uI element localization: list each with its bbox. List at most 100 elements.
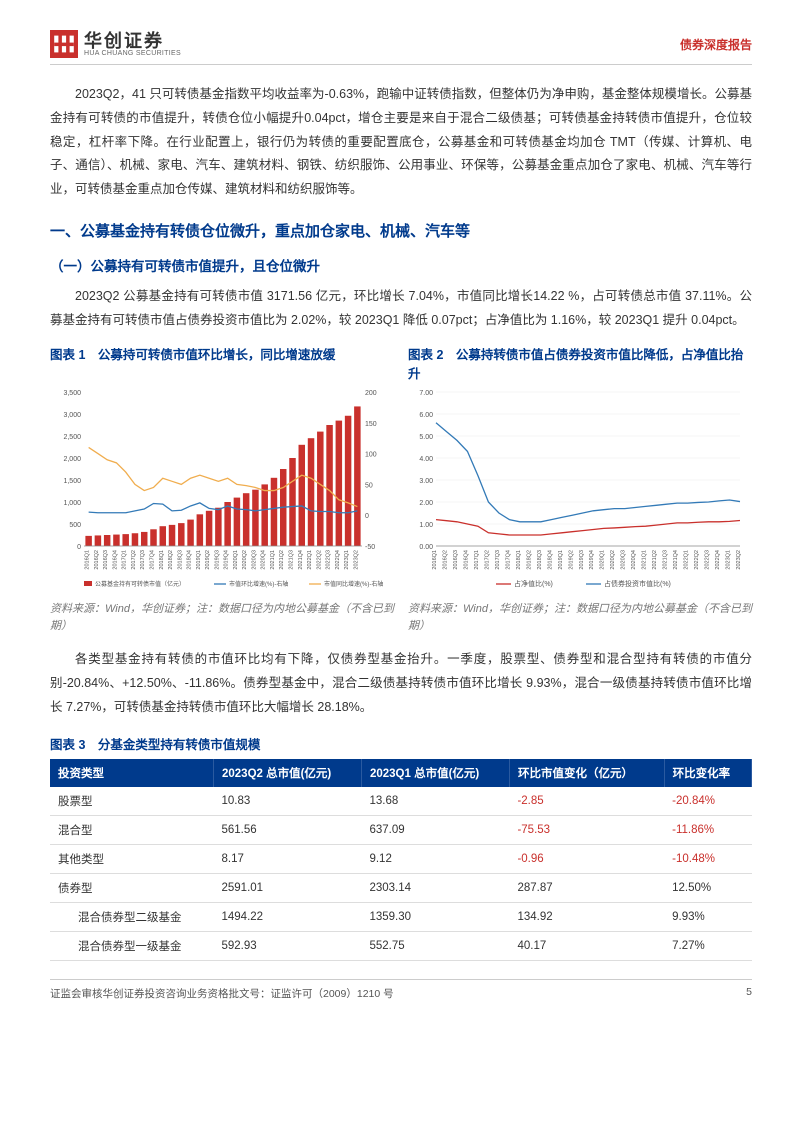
table-cell: -11.86% (664, 815, 751, 844)
svg-text:5.00: 5.00 (419, 434, 433, 441)
table-cell: 10.83 (213, 787, 361, 816)
svg-text:2018Q3: 2018Q3 (177, 550, 183, 570)
table-row: 债券型2591.012303.14287.8712.50% (50, 873, 752, 902)
svg-text:2017Q1: 2017Q1 (474, 550, 480, 570)
table-cell: -10.48% (664, 844, 751, 873)
table-row: 混合债券型一级基金592.93552.7540.177.27% (50, 931, 752, 960)
svg-text:2020Q3: 2020Q3 (251, 550, 257, 570)
table-cell: 8.17 (213, 844, 361, 873)
fig2-title: 图表 2 公募持转债市值占债券投资市值比降低，占净值比抬升 (408, 346, 752, 384)
svg-text:2021Q4: 2021Q4 (673, 550, 679, 570)
svg-text:2020Q1: 2020Q1 (233, 550, 239, 570)
svg-text:7.00: 7.00 (419, 390, 433, 397)
table-cell: 混合债券型一级基金 (50, 931, 213, 960)
table-cell: 13.68 (361, 787, 509, 816)
table-cell: 9.93% (664, 902, 751, 931)
svg-text:2019Q1: 2019Q1 (196, 550, 202, 570)
svg-text:4.00: 4.00 (419, 456, 433, 463)
page-header: 华创证券 HUA CHUANG SECURITIES 债券深度报告 (50, 30, 752, 65)
svg-text:2017Q3: 2017Q3 (140, 550, 146, 570)
table-header-cell: 环比市值变化（亿元） (509, 759, 664, 787)
svg-text:50: 50 (365, 483, 373, 490)
svg-text:3.00: 3.00 (419, 478, 433, 485)
table-cell: 2303.14 (361, 873, 509, 902)
section-1-1-para: 2023Q2 公募基金持有可转债市值 3171.56 亿元，环比增长 7.04%… (50, 285, 752, 333)
svg-text:2022Q2: 2022Q2 (694, 550, 700, 570)
table-row: 股票型10.8313.68-2.85-20.84% (50, 787, 752, 816)
footer-left: 证监会审核华创证券投资咨询业务资格批文号：证监许可（2009）1210 号 (50, 986, 394, 1001)
svg-text:500: 500 (69, 522, 81, 529)
svg-text:2019Q4: 2019Q4 (224, 550, 230, 570)
svg-text:2019Q3: 2019Q3 (579, 550, 585, 570)
svg-text:2021Q2: 2021Q2 (652, 550, 658, 570)
svg-text:2021Q2: 2021Q2 (279, 550, 285, 570)
table-cell: 债券型 (50, 873, 213, 902)
svg-text:2019Q4: 2019Q4 (589, 550, 595, 570)
table-cell: 592.93 (213, 931, 361, 960)
svg-text:1,000: 1,000 (63, 500, 81, 507)
svg-text:1.00: 1.00 (419, 522, 433, 529)
logo-en: HUA CHUANG SECURITIES (84, 50, 181, 57)
svg-text:200: 200 (365, 390, 377, 397)
table-row: 其他类型8.179.12-0.96-10.48% (50, 844, 752, 873)
table-row: 混合型561.56637.09-75.53-11.86% (50, 815, 752, 844)
svg-text:2020Q3: 2020Q3 (621, 550, 627, 570)
table-cell: 561.56 (213, 815, 361, 844)
svg-text:2021Q4: 2021Q4 (298, 550, 304, 570)
svg-text:3,500: 3,500 (63, 390, 81, 397)
svg-text:市值环比增速(%)-右轴: 市值环比增速(%)-右轴 (229, 580, 288, 588)
chart-2: 0.00 1.00 2.00 3.00 4.00 5.00 6.00 7.00 2016Q1 20… (408, 384, 752, 594)
logo-cn: 华创证券 (84, 32, 181, 50)
svg-text:2018Q2: 2018Q2 (168, 550, 174, 570)
svg-text:3,000: 3,000 (63, 412, 81, 419)
svg-text:100: 100 (365, 452, 377, 459)
table-cell: 股票型 (50, 787, 213, 816)
svg-text:2.00: 2.00 (419, 500, 433, 507)
svg-text:2021Q1: 2021Q1 (642, 550, 648, 570)
svg-text:2022Q3: 2022Q3 (705, 550, 711, 570)
svg-text:0: 0 (365, 513, 369, 520)
svg-text:2020Q4: 2020Q4 (631, 550, 637, 570)
svg-text:占债券投资市值比(%): 占债券投资市值比(%) (604, 579, 671, 588)
svg-text:2016Q1: 2016Q1 (85, 550, 91, 570)
table-cell: 7.27% (664, 931, 751, 960)
svg-text:6.00: 6.00 (419, 412, 433, 419)
report-type: 债券深度报告 (680, 36, 752, 53)
table-cell: 287.87 (509, 873, 664, 902)
svg-text:0.00: 0.00 (419, 544, 433, 551)
table-cell: 637.09 (361, 815, 509, 844)
svg-text:占净值比(%): 占净值比(%) (514, 579, 553, 588)
logo-icon (50, 30, 78, 58)
section-1-2-para: 各类型基金持有转债的市值环比均有下降，仅债券型基金抬升。一季度，股票型、债券型和… (50, 648, 752, 719)
intro-paragraph: 2023Q2，41 只可转债基金指数平均收益率为-0.63%，跑输中证转债指数，… (50, 83, 752, 202)
svg-text:2016Q3: 2016Q3 (103, 550, 109, 570)
svg-text:2023Q2: 2023Q2 (736, 550, 742, 570)
svg-text:2020Q2: 2020Q2 (242, 550, 248, 570)
svg-text:1,500: 1,500 (63, 478, 81, 485)
fig1-title: 图表 1 公募持可转债市值环比增长，同比增速放缓 (50, 346, 394, 384)
svg-text:2,500: 2,500 (63, 434, 81, 441)
table-cell: 1359.30 (361, 902, 509, 931)
svg-text:2019Q1: 2019Q1 (558, 550, 564, 570)
svg-text:-50: -50 (365, 544, 375, 551)
table-cell: 其他类型 (50, 844, 213, 873)
table-header-cell: 2023Q1 总市值(亿元) (361, 759, 509, 787)
svg-text:2020Q4: 2020Q4 (261, 550, 267, 570)
table-header-cell: 2023Q2 总市值(亿元) (213, 759, 361, 787)
svg-text:2021Q1: 2021Q1 (270, 550, 276, 570)
svg-text:2022Q4: 2022Q4 (715, 550, 721, 570)
svg-text:2017Q4: 2017Q4 (150, 550, 156, 570)
section-1-title: 一、公募基金持有转债仓位微升，重点加仓家电、机械、汽车等 (50, 220, 752, 241)
table-cell: 9.12 (361, 844, 509, 873)
svg-text:2016Q3: 2016Q3 (453, 550, 459, 570)
svg-text:2018Q3: 2018Q3 (537, 550, 543, 570)
svg-text:2016Q1: 2016Q1 (432, 550, 438, 570)
svg-text:2017Q2: 2017Q2 (131, 550, 137, 570)
table-cell: 134.92 (509, 902, 664, 931)
table-3: 投资类型2023Q2 总市值(亿元)2023Q1 总市值(亿元)环比市值变化（亿… (50, 759, 752, 961)
svg-text:2018Q2: 2018Q2 (526, 550, 532, 570)
svg-text:2021Q3: 2021Q3 (289, 550, 295, 570)
svg-text:2017Q3: 2017Q3 (495, 550, 501, 570)
chart-1: 05001,0001,5002,0002,5003,0003,500-50050… (50, 384, 394, 594)
svg-text:2022Q2: 2022Q2 (316, 550, 322, 570)
